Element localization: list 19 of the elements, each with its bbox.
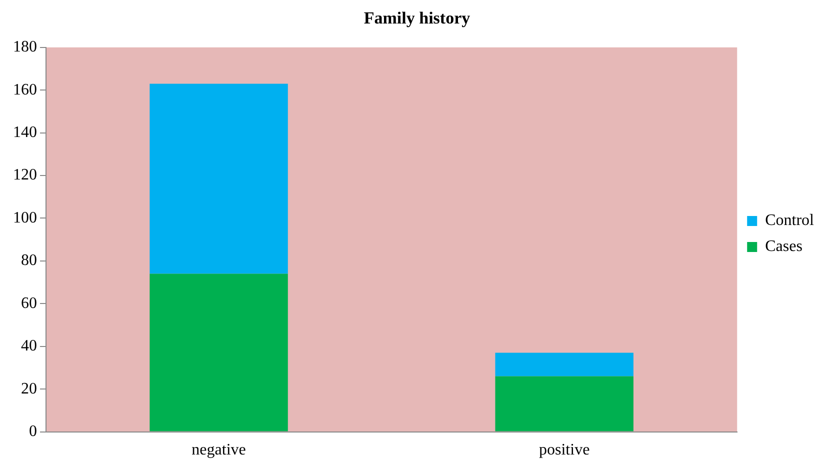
y-tick-label: 160 (13, 81, 37, 98)
legend-label: Cases (765, 238, 802, 256)
y-tick-label: 0 (29, 423, 37, 440)
y-tick-label: 180 (13, 38, 37, 56)
y-tick-label: 140 (13, 124, 37, 142)
y-tick-label: 40 (21, 338, 37, 355)
y-tick-label: 80 (21, 252, 37, 270)
x-tick-label: positive (538, 442, 590, 459)
y-tick-label: 120 (13, 166, 37, 184)
bar (150, 84, 288, 274)
bar (150, 274, 288, 432)
y-tick-label: 100 (13, 209, 37, 226)
legend-label: Control (765, 212, 815, 230)
y-tick-label: 60 (21, 294, 37, 312)
x-tick-label: negative (192, 442, 246, 459)
y-tick-label: 20 (21, 380, 37, 398)
chart-title: Family history (364, 8, 471, 28)
bar (495, 352, 634, 376)
bar (495, 376, 634, 432)
